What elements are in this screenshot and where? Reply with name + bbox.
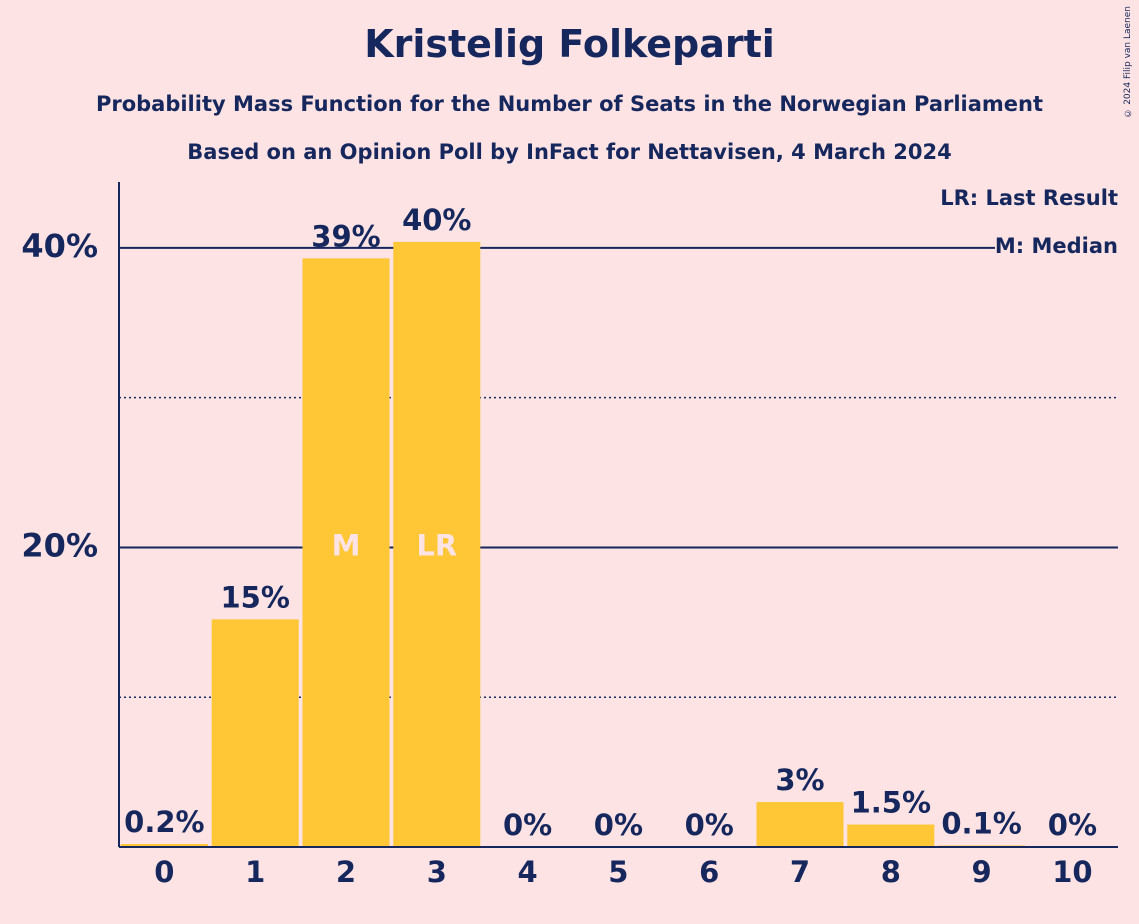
bar-value-label: 3% (775, 763, 824, 797)
chart-title: Kristelig Folkeparti (364, 22, 775, 66)
x-tick-label: 8 (881, 855, 901, 889)
x-tick-label: 5 (608, 855, 628, 889)
legend-median: M: Median (994, 234, 1118, 258)
bar (120, 844, 208, 847)
chart-source-note: Based on an Opinion Poll by InFact for N… (187, 140, 952, 164)
bar-value-label: 0% (594, 808, 643, 842)
bar-value-label: 0% (1048, 808, 1097, 842)
bar-value-label: 0% (503, 808, 552, 842)
bar-value-label: 39% (311, 219, 380, 253)
x-tick-label: 7 (790, 855, 810, 889)
bar-value-label: 1.5% (851, 786, 931, 820)
x-tick-label: 6 (699, 855, 719, 889)
bar (756, 802, 844, 847)
bar (211, 619, 299, 847)
last-result-marker: LR (416, 528, 457, 562)
x-tick-label: 0 (154, 855, 174, 889)
bar (393, 241, 481, 847)
bar-value-label: 0.2% (124, 805, 204, 839)
x-tick-label: 2 (336, 855, 356, 889)
bar-value-label: 0.1% (941, 807, 1021, 841)
y-tick-label: 40% (21, 227, 98, 265)
bar-value-label: 0% (685, 808, 734, 842)
x-tick-label: 4 (518, 855, 538, 889)
y-tick-label: 20% (21, 526, 98, 564)
chart-subtitle: Probability Mass Function for the Number… (95, 92, 1044, 116)
x-tick-label: 10 (1052, 855, 1092, 889)
bar (847, 824, 935, 847)
bar (302, 258, 390, 847)
legend-last-result: LR: Last Result (940, 186, 1118, 210)
x-tick-label: 1 (245, 855, 265, 889)
bar-value-label: 40% (402, 203, 471, 237)
x-tick-label: 3 (427, 855, 447, 889)
bar-value-label: 15% (220, 580, 289, 614)
x-tick-label: 9 (972, 855, 992, 889)
median-marker: M (332, 528, 361, 562)
